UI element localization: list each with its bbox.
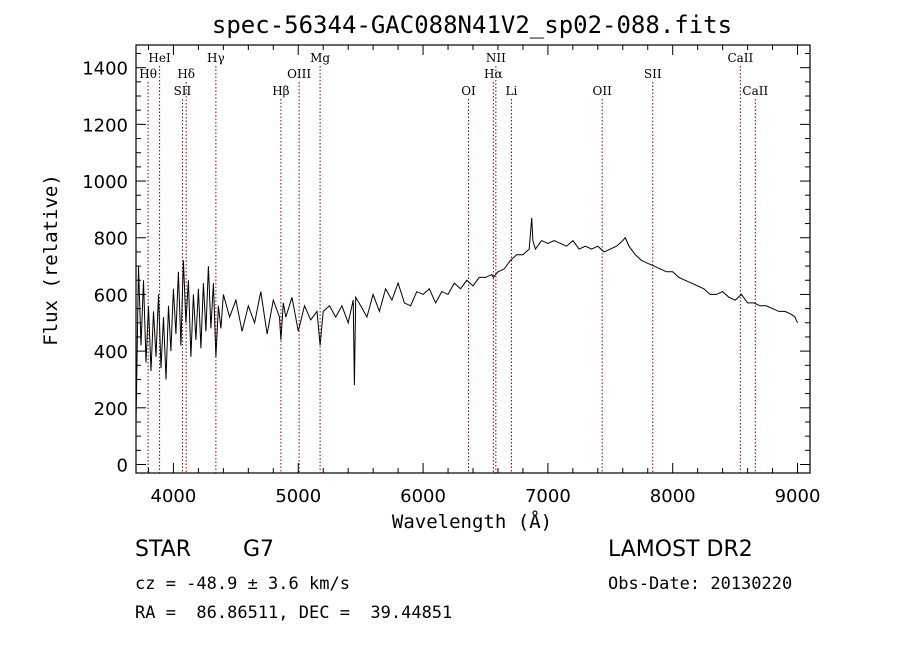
spectral-line-label: Hγ xyxy=(207,51,225,65)
x-tick-label: 9000 xyxy=(775,486,821,507)
spectral-line-label: OII xyxy=(593,84,613,98)
spectral-line-label: OIII xyxy=(287,67,311,81)
object-class: STAR xyxy=(135,537,192,562)
plot-frame xyxy=(135,44,811,474)
y-tick-label: 600 xyxy=(94,285,128,306)
spectral-line-label: OI xyxy=(461,84,476,98)
spectral-line-label: HeI xyxy=(148,51,171,65)
spectral-line-label: Mg xyxy=(310,51,330,65)
y-tick-label: 1400 xyxy=(82,59,128,80)
spectral-line-label: Hδ xyxy=(177,67,195,81)
x-tick-label: 6000 xyxy=(400,486,446,507)
x-tick-label: 7000 xyxy=(525,486,571,507)
survey-name: LAMOST DR2 xyxy=(608,537,753,562)
spectral-line-label: Hβ xyxy=(272,84,289,98)
spectral-line-label: NII xyxy=(486,51,506,65)
spectral-line-label: Hθ xyxy=(139,67,157,81)
x-axis-label: Wavelength (Å) xyxy=(392,510,552,533)
chart-title: spec-56344-GAC088N41V2_sp02-088.fits xyxy=(212,11,732,39)
x-tick-label: 4000 xyxy=(151,486,197,507)
spectral-line-label: Hα xyxy=(484,67,503,81)
spectral-subclass: G7 xyxy=(243,537,275,562)
spectral-line-label: SII xyxy=(644,67,662,81)
y-tick-label: 800 xyxy=(94,229,128,250)
x-tick-label: 5000 xyxy=(275,486,321,507)
x-tick-label: 8000 xyxy=(650,486,696,507)
y-axis-ticks: 0 200 400 600 800 1000 1200 1400 xyxy=(82,53,810,476)
spectral-line-label: CaII xyxy=(727,51,753,65)
y-tick-label: 400 xyxy=(94,342,128,363)
spectral-line-label: SII xyxy=(174,84,192,98)
spectral-line-markers xyxy=(147,66,756,473)
y-tick-label: 1200 xyxy=(82,115,128,136)
y-tick-label: 200 xyxy=(94,399,128,420)
x-axis-ticks: 4000 5000 6000 7000 8000 9000 xyxy=(147,45,821,507)
redshift-velocity: cz = -48.9 ± 3.6 km/s xyxy=(135,574,350,594)
spectrum-series-line xyxy=(135,217,798,425)
y-tick-label: 0 xyxy=(117,455,128,476)
ra-dec-coordinates: RA = 86.86511, DEC = 39.44851 xyxy=(135,603,453,623)
y-axis-label: Flux (relative) xyxy=(40,174,62,346)
observation-date: Obs-Date: 20130220 xyxy=(608,574,793,594)
y-tick-label: 1000 xyxy=(82,172,128,193)
spectral-line-label: Li xyxy=(506,84,518,98)
spectral-line-label: CaII xyxy=(742,84,768,98)
